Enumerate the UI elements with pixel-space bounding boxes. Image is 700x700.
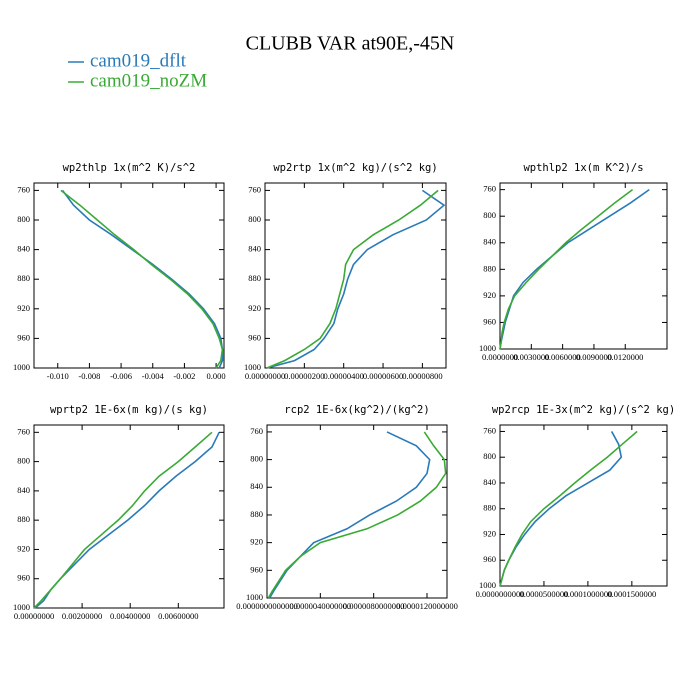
y-tick-label: 920 <box>17 303 30 313</box>
x-tick-label: 0.00600000 <box>158 611 198 621</box>
y-tick-label: 880 <box>250 509 263 519</box>
y-tick-label: 1000 <box>246 592 263 602</box>
plot-frame <box>264 182 447 369</box>
y-tick-label: 960 <box>250 564 263 574</box>
x-tick-label: 0.000 <box>207 371 226 381</box>
x-tick-label: 0.0000000 <box>482 352 518 362</box>
x-tick-label: 0.0030000 <box>513 352 549 362</box>
y-tick-label: 840 <box>248 244 261 254</box>
series-line <box>268 431 431 599</box>
y-tick-label: 1000 <box>244 362 261 372</box>
series-line <box>499 188 634 350</box>
x-tick-label: 0.0000080000000 <box>343 601 405 611</box>
y-tick-label: 760 <box>483 425 496 435</box>
y-tick-label: 960 <box>483 554 496 564</box>
y-tick-label: 880 <box>17 273 30 283</box>
x-tick-label: 0.0001000000 <box>563 589 612 599</box>
x-tick-label: 0.0090000 <box>576 352 612 362</box>
series-line <box>60 189 224 369</box>
x-tick-label: 0.0120000 <box>607 352 643 362</box>
y-tick-label: 1000 <box>13 362 30 372</box>
x-tick-label: 0.0060000 <box>545 352 581 362</box>
plot-frame <box>499 424 668 587</box>
panel-title: wprtp2 1E-6x(m kg)/(s kg) <box>50 404 208 416</box>
x-tick-label: 0.00400000 <box>110 611 150 621</box>
panel-title: wp2rcp 1E-3x(m^2 kg)/(s^2 kg) <box>492 404 675 416</box>
legend-label: cam019_dflt <box>90 50 187 71</box>
x-tick-label: 0.0000000000000 <box>236 601 298 611</box>
x-tick-label: -0.010 <box>47 371 69 381</box>
x-tick-label: 0.00000000 <box>245 371 285 381</box>
legend-label: cam019_noZM <box>90 70 207 91</box>
plot-frame <box>266 424 448 599</box>
y-tick-label: 760 <box>483 184 496 194</box>
x-tick-label: 0.0000120000000 <box>396 601 458 611</box>
y-tick-label: 800 <box>483 210 496 220</box>
x-tick-label: 0.00000600 <box>363 371 403 381</box>
y-tick-label: 960 <box>248 332 261 342</box>
series-line <box>267 431 447 599</box>
y-tick-label: 800 <box>483 451 496 461</box>
y-tick-label: 920 <box>17 543 30 553</box>
y-tick-label: 920 <box>250 537 263 547</box>
x-tick-label: -0.002 <box>173 371 195 381</box>
x-tick-label: -0.008 <box>78 371 100 381</box>
y-tick-label: 800 <box>17 214 30 224</box>
series-line <box>34 431 220 609</box>
x-tick-label: 0.00200000 <box>62 611 102 621</box>
y-tick-label: 880 <box>483 263 496 273</box>
plot-frame <box>499 182 668 350</box>
y-tick-label: 1000 <box>13 602 30 612</box>
panel-title: wpthlp2 1x(m K^2)/s <box>523 162 643 174</box>
y-tick-label: 840 <box>250 481 263 491</box>
y-tick-label: 840 <box>483 477 496 487</box>
y-tick-label: 760 <box>250 426 263 436</box>
panel-title: wp2rtp 1x(m^2 kg)/(s^2 kg) <box>273 162 437 174</box>
y-tick-label: 840 <box>17 485 30 495</box>
y-tick-label: 760 <box>17 426 30 436</box>
series-line <box>61 189 224 369</box>
plot-frame <box>33 182 225 369</box>
y-tick-label: 760 <box>248 184 261 194</box>
y-tick-label: 920 <box>248 303 261 313</box>
y-tick-label: 960 <box>17 573 30 583</box>
y-tick-label: 800 <box>250 454 263 464</box>
y-tick-label: 800 <box>248 214 261 224</box>
series-line <box>499 430 638 587</box>
series-line <box>266 189 439 369</box>
series-line <box>499 188 650 350</box>
panel-title: rcp2 1E-6x(kg^2)/(kg^2) <box>284 404 429 416</box>
series-line <box>499 431 623 587</box>
series-line <box>266 189 446 369</box>
y-tick-label: 960 <box>17 332 30 342</box>
x-tick-label: 0.0001500000 <box>607 589 656 599</box>
y-tick-label: 840 <box>483 237 496 247</box>
y-tick-label: 1000 <box>479 580 496 590</box>
x-tick-label: -0.004 <box>142 371 165 381</box>
x-tick-label: 0.0000040000000 <box>290 601 352 611</box>
x-tick-label: 0.00000400 <box>324 371 364 381</box>
y-tick-label: 880 <box>17 514 30 524</box>
x-tick-label: -0.006 <box>110 371 132 381</box>
y-tick-label: 920 <box>483 528 496 538</box>
y-tick-label: 920 <box>483 290 496 300</box>
y-tick-label: 760 <box>17 184 30 194</box>
y-tick-label: 960 <box>483 316 496 326</box>
x-tick-label: 0.00000000 <box>14 611 54 621</box>
y-tick-label: 800 <box>17 456 30 466</box>
y-tick-label: 1000 <box>479 343 496 353</box>
x-tick-label: 0.00000200 <box>284 371 324 381</box>
x-tick-label: 0.0000500000 <box>520 589 569 599</box>
x-tick-label: 0.00000800 <box>402 371 442 381</box>
y-tick-label: 840 <box>17 244 30 254</box>
y-tick-label: 880 <box>483 503 496 513</box>
plot-frame <box>33 424 225 609</box>
y-tick-label: 880 <box>248 273 261 283</box>
series-line <box>33 431 213 609</box>
figure-title: CLUBB VAR at90E,-45N <box>246 33 455 55</box>
x-tick-label: 0.0000000000 <box>476 589 525 599</box>
panel-title: wp2thlp 1x(m^2 K)/s^2 <box>63 162 196 174</box>
